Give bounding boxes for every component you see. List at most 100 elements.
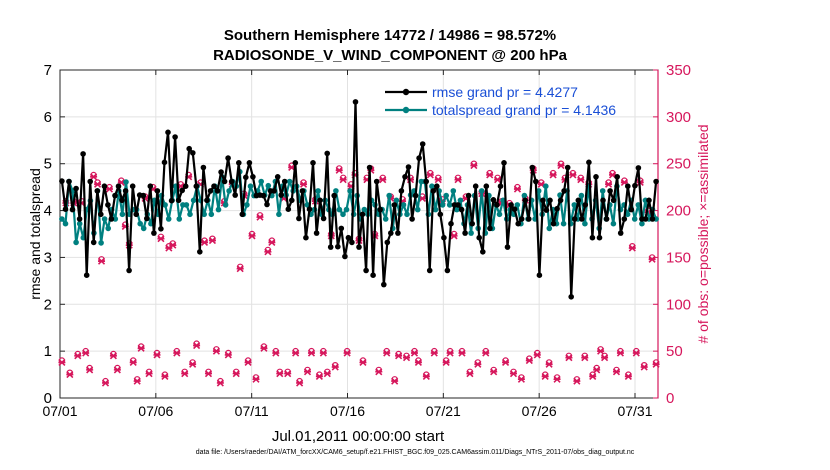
obs-assimilated-marker: [74, 352, 82, 360]
rmse-marker: [278, 192, 285, 198]
rmse-marker: [289, 197, 295, 204]
rmse-marker: [154, 188, 161, 194]
obs-assimilated-marker: [82, 349, 90, 357]
obs-assimilated-marker: [296, 379, 304, 387]
totalspread-marker: [165, 216, 172, 222]
rmse-marker: [412, 192, 419, 199]
obs-assimilated-marker: [66, 371, 74, 379]
obs-assimilated-marker: [565, 354, 573, 362]
rmse-marker: [112, 192, 118, 199]
rmse-marker: [511, 206, 518, 212]
rmse-marker: [144, 215, 150, 222]
rmse-marker: [642, 216, 649, 222]
rmse-marker: [349, 239, 355, 246]
totalspread-marker: [101, 216, 108, 222]
totalspread-marker: [176, 216, 183, 222]
obs-assimilated-marker: [161, 372, 169, 381]
rmse-marker: [182, 183, 189, 189]
rmse-marker: [232, 192, 238, 198]
rmse-marker: [557, 197, 564, 204]
rmse-marker: [518, 216, 525, 222]
chart-title: Southern Hemisphere 14772 / 14986 = 98.5…: [224, 27, 556, 44]
rmse-marker: [653, 178, 659, 185]
rmse-marker: [561, 188, 567, 194]
rmse-marker: [200, 164, 207, 171]
rmse-marker: [444, 267, 451, 274]
rmse-marker: [455, 202, 461, 208]
totalspread-marker: [286, 178, 293, 185]
obs-assimilated-marker: [323, 370, 331, 378]
obs-assimilated-marker: [450, 232, 458, 240]
rmse-marker: [274, 174, 281, 180]
rmse-marker: [335, 243, 341, 250]
rmse-marker: [405, 164, 412, 170]
rmse-marker: [596, 234, 603, 241]
obs-assimilated-marker: [343, 349, 351, 357]
rmse-marker: [239, 211, 246, 218]
y-axis-label-left: rmse and totalspread: [27, 168, 43, 300]
rmse-marker: [331, 192, 338, 199]
totalspread-marker: [244, 202, 250, 208]
rmse-marker: [388, 230, 394, 236]
obs-assimilated-marker: [157, 235, 165, 243]
obs-assimilated-marker: [430, 349, 438, 357]
obs-assimilated-marker: [482, 349, 490, 357]
obs-assimilated-marker: [299, 180, 308, 188]
totalspread-marker: [201, 211, 207, 218]
rmse-marker: [260, 192, 267, 199]
obs-assimilated-marker: [315, 372, 323, 381]
obs-assimilated-marker: [137, 344, 145, 352]
obs-assimilated-marker: [264, 248, 272, 256]
rmse-marker: [129, 183, 136, 189]
rmse-marker: [285, 206, 292, 212]
rmse-marker: [398, 188, 405, 194]
rmse-marker: [363, 267, 369, 274]
rmse-marker: [165, 129, 171, 136]
rmse-marker: [327, 244, 334, 250]
rmse-marker: [161, 159, 168, 166]
obs-assimilated-marker: [454, 176, 462, 184]
rmse-marker: [529, 164, 536, 171]
rmse-marker: [603, 216, 610, 222]
plot-area: 07/01 07/06 07/11 07/16 07/21 07/26 07/31 0 1 2 3 4…: [42, 62, 691, 419]
x-axis-label: Jul.01,2011 00:00:00 start: [272, 428, 445, 445]
totalspread-marker: [382, 216, 389, 222]
rmse-marker: [313, 230, 320, 236]
rmse-marker: [246, 160, 253, 166]
rmse-marker: [547, 197, 553, 204]
y-right-tick-label: 150: [666, 249, 691, 266]
legend-rmse-marker: [402, 88, 410, 96]
totalspread-marker: [226, 188, 232, 194]
totalspread-marker: [333, 188, 339, 194]
y-right-tick-label: 350: [666, 62, 691, 79]
rmse-marker: [342, 253, 348, 260]
rmse-marker: [462, 230, 468, 236]
rmse-marker: [522, 197, 528, 204]
rmse-marker: [483, 183, 490, 189]
x-tick-label: 07/01: [42, 403, 77, 419]
obs-assimilated-marker: [553, 375, 561, 383]
obs-assimilated-marker: [276, 370, 284, 378]
rmse-marker: [465, 192, 472, 199]
obs-assimilated-marker: [86, 366, 94, 374]
obs-assimilated-marker: [204, 370, 213, 378]
rmse-marker: [204, 197, 210, 204]
totalspread-marker: [439, 202, 446, 208]
totalspread-marker: [450, 188, 457, 194]
rmse-marker: [310, 160, 316, 166]
footer-data-file: data file: /Users/raeder/DAI/ATM_forcXX/…: [195, 449, 635, 456]
obs-assimilated-marker: [628, 244, 636, 252]
obs-assimilated-marker: [292, 349, 300, 357]
rmse-marker: [487, 225, 493, 232]
totalspread-marker: [215, 206, 222, 213]
rmse-marker: [437, 211, 444, 218]
obs-assimilated-marker: [169, 241, 177, 249]
totalspread-marker: [414, 206, 421, 213]
rmse-marker: [434, 183, 440, 189]
totalspread-marker: [222, 202, 229, 208]
rmse-marker: [306, 206, 313, 212]
totalspread-marker: [187, 211, 193, 218]
totalspread-marker: [347, 188, 353, 194]
obs-assimilated-marker: [545, 360, 553, 368]
